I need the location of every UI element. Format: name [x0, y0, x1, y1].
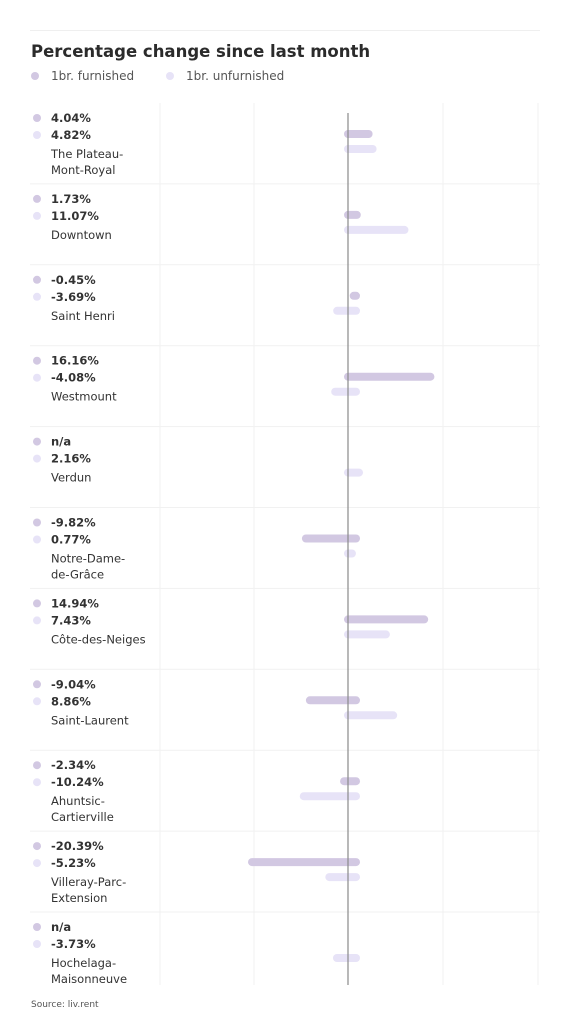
value-dot-7-0 — [33, 680, 41, 689]
value-dot-10-0 — [33, 923, 41, 931]
category-label-6-0: Côte-des-Neiges — [51, 632, 146, 646]
value-label-3-1: -4.08% — [51, 371, 96, 385]
value-dot-6-1 — [33, 616, 41, 625]
category-label-3-0: Westmount — [51, 390, 117, 404]
legend-label-furnished: 1br. furnished — [51, 69, 135, 83]
value-label-0-0: 4.04% — [51, 111, 91, 125]
bar-6-0 — [344, 615, 429, 624]
value-dot-0-0 — [33, 114, 41, 122]
value-label-2-1: -3.69% — [51, 290, 96, 304]
value-dot-8-1 — [33, 778, 41, 787]
bar-7-0 — [305, 696, 360, 705]
bar-5-1 — [344, 549, 356, 558]
chart-title: Percentage change since last month — [31, 42, 371, 61]
legend-dot-furnished — [31, 72, 39, 80]
value-label-7-1: 8.86% — [51, 694, 91, 708]
category-label-9-1: Extension — [51, 891, 107, 905]
value-label-10-1: -3.73% — [51, 937, 96, 951]
source-note: Source: liv.rent — [31, 1000, 99, 1010]
category-label-7-0: Saint-Laurent — [51, 713, 129, 727]
category-label-5-1: de-Grâce — [51, 568, 104, 582]
value-label-3-0: 16.16% — [51, 354, 99, 368]
bar-7-1 — [344, 711, 398, 720]
category-label-0-0: The Plateau- — [50, 147, 123, 161]
legend-dot-unfurnished — [166, 72, 174, 80]
category-label-0-1: Mont-Royal — [51, 163, 115, 177]
legend-label-unfurnished: 1br. unfurnished — [186, 69, 285, 83]
bar-2-1 — [333, 306, 360, 315]
bar-9-1 — [325, 873, 360, 882]
bar-8-0 — [340, 777, 360, 786]
value-label-6-0: 14.94% — [51, 596, 99, 610]
value-dot-5-0 — [33, 518, 41, 527]
value-label-10-0: n/a — [51, 920, 71, 934]
category-label-8-1: Cartierville — [51, 810, 114, 824]
category-label-1-0: Downtown — [51, 228, 112, 242]
bar-3-1 — [331, 387, 360, 396]
bar-8-1 — [299, 792, 360, 801]
value-dot-4-1 — [33, 454, 41, 463]
value-label-1-0: 1.73% — [51, 192, 91, 206]
value-dot-2-0 — [33, 275, 41, 284]
category-label-5-0: Notre-Dame- — [51, 552, 125, 566]
value-dot-9-1 — [33, 859, 41, 868]
category-label-2-0: Saint Henri — [51, 309, 115, 323]
value-label-7-0: -9.04% — [51, 677, 96, 691]
bar-5-0 — [301, 534, 360, 543]
category-label-10-0: Hochelaga- — [51, 956, 116, 970]
category-label-8-0: Ahuntsic- — [51, 794, 105, 808]
value-label-0-1: 4.82% — [51, 128, 91, 142]
value-dot-1-1 — [33, 211, 41, 220]
value-label-9-1: -5.23% — [51, 856, 96, 870]
value-dot-1-0 — [33, 194, 41, 203]
value-label-4-0: n/a — [51, 435, 71, 449]
value-label-1-1: 11.07% — [51, 209, 99, 223]
bar-0-0 — [344, 130, 373, 138]
bar-0-1 — [344, 145, 377, 153]
value-label-5-1: 0.77% — [51, 533, 91, 547]
bar-10-1 — [332, 954, 360, 962]
top-divider — [30, 30, 540, 31]
value-dot-0-1 — [33, 131, 41, 139]
value-label-5-0: -9.82% — [51, 516, 96, 530]
value-label-6-1: 7.43% — [51, 613, 91, 627]
value-dot-9-0 — [33, 842, 41, 851]
value-dot-4-0 — [33, 437, 41, 446]
value-label-8-1: -10.24% — [51, 775, 104, 789]
value-dot-8-0 — [33, 761, 41, 770]
value-dot-10-1 — [33, 940, 41, 948]
bar-2-0 — [349, 291, 360, 300]
value-dot-6-0 — [33, 599, 41, 608]
value-dot-3-1 — [33, 373, 41, 382]
value-label-2-0: -0.45% — [51, 273, 96, 287]
value-dot-3-0 — [33, 356, 41, 365]
category-label-10-1: Maisonneuve — [51, 972, 127, 986]
value-dot-5-1 — [33, 535, 41, 544]
value-label-8-0: -2.34% — [51, 758, 96, 772]
value-label-4-1: 2.16% — [51, 452, 91, 466]
value-dot-2-1 — [33, 292, 41, 301]
bar-4-1 — [344, 468, 364, 477]
category-label-4-0: Verdun — [51, 471, 91, 485]
bar-6-1 — [344, 630, 390, 639]
bar-9-0 — [248, 858, 360, 867]
bar-1-1 — [344, 225, 409, 234]
category-label-9-0: Villeray-Parc- — [51, 875, 126, 889]
bar-3-0 — [344, 372, 435, 381]
value-dot-7-1 — [33, 697, 41, 706]
value-label-9-0: -20.39% — [51, 839, 104, 853]
bar-1-0 — [344, 210, 361, 219]
